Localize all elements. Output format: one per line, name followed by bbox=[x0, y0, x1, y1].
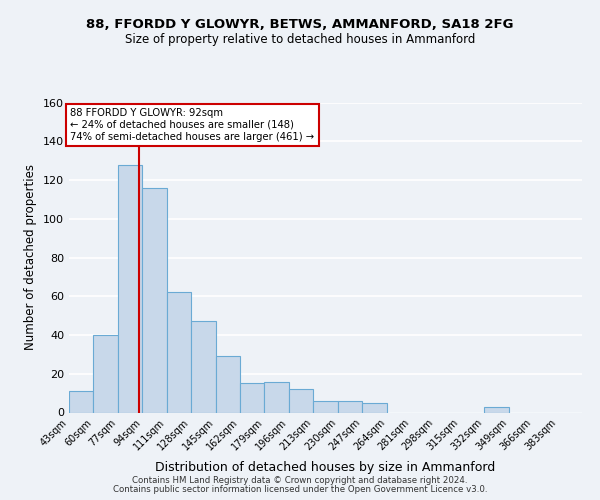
Text: Contains public sector information licensed under the Open Government Licence v3: Contains public sector information licen… bbox=[113, 485, 487, 494]
Bar bbox=[362, 403, 386, 412]
Bar bbox=[265, 382, 289, 412]
Bar bbox=[69, 391, 94, 412]
Bar bbox=[215, 356, 240, 412]
Text: Size of property relative to detached houses in Ammanford: Size of property relative to detached ho… bbox=[125, 32, 475, 46]
Y-axis label: Number of detached properties: Number of detached properties bbox=[25, 164, 37, 350]
Text: 88, FFORDD Y GLOWYR, BETWS, AMMANFORD, SA18 2FG: 88, FFORDD Y GLOWYR, BETWS, AMMANFORD, S… bbox=[86, 18, 514, 30]
Bar bbox=[338, 401, 362, 412]
Bar bbox=[484, 406, 509, 412]
Text: Contains HM Land Registry data © Crown copyright and database right 2024.: Contains HM Land Registry data © Crown c… bbox=[132, 476, 468, 485]
Text: 88 FFORDD Y GLOWYR: 92sqm
← 24% of detached houses are smaller (148)
74% of semi: 88 FFORDD Y GLOWYR: 92sqm ← 24% of detac… bbox=[70, 108, 314, 142]
Bar bbox=[191, 322, 215, 412]
Bar bbox=[289, 389, 313, 412]
Bar bbox=[313, 401, 338, 412]
Bar bbox=[240, 384, 265, 412]
X-axis label: Distribution of detached houses by size in Ammanford: Distribution of detached houses by size … bbox=[155, 460, 496, 473]
Bar bbox=[94, 335, 118, 412]
Bar bbox=[142, 188, 167, 412]
Bar bbox=[118, 164, 142, 412]
Bar bbox=[167, 292, 191, 412]
